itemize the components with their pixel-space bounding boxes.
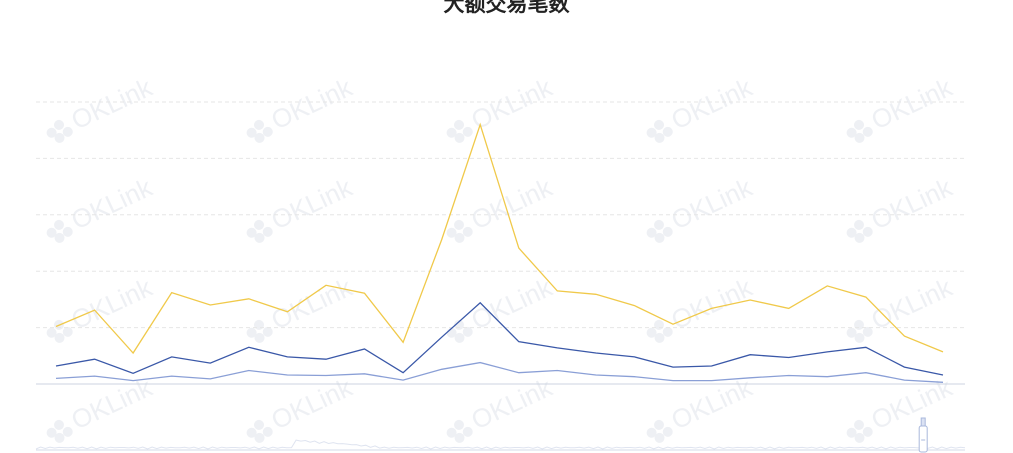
svg-text:OKLink: OKLink (67, 372, 158, 436)
zoom-mini-chart (35, 439, 966, 450)
svg-text:OKLink: OKLink (67, 272, 158, 336)
svg-text:OKLink: OKLink (67, 72, 158, 136)
watermark-logo: OKLink (846, 72, 958, 143)
svg-text:OKLink: OKLink (67, 172, 158, 236)
svg-text:OKLink: OKLink (867, 172, 958, 236)
watermark-logo: OKLink (246, 72, 358, 143)
watermark-logo: OKLink (646, 272, 758, 343)
zoom-handle[interactable] (918, 425, 928, 453)
svg-text:OKLink: OKLink (667, 72, 758, 136)
watermark-logo: OKLink (846, 372, 958, 443)
svg-text:OKLink: OKLink (867, 372, 958, 436)
svg-text:OKLink: OKLink (867, 272, 958, 336)
svg-text:OKLink: OKLink (267, 272, 358, 336)
zoom-handle-grip[interactable] (920, 417, 926, 427)
data-zoom-slider[interactable] (35, 417, 966, 453)
svg-text:OKLink: OKLink (267, 172, 358, 236)
watermark-logo: OKLink (46, 72, 158, 143)
watermark-logo: OKLink (246, 372, 358, 443)
watermark-logo: OKLink (46, 272, 158, 343)
series-line-3 (55, 361, 944, 383)
watermark-logo: OKLink (646, 372, 757, 443)
series-lines (55, 122, 944, 383)
watermark-logo: OKLink (846, 272, 958, 343)
series-line-1 (55, 122, 944, 355)
watermark-logo: OKLink (246, 172, 358, 243)
chart-title: 大额交易笔数 (443, 0, 570, 16)
watermark-logo: OKLink (646, 72, 758, 143)
series-line-2 (55, 301, 944, 376)
svg-text:OKLink: OKLink (267, 72, 358, 136)
svg-text:OKLink: OKLink (867, 72, 958, 136)
watermark-logo: OKLink (46, 172, 158, 243)
watermark-logo: OKLink (446, 272, 557, 343)
watermark-layer: OKLink OKLink OKLink OKLink OKLink OKLink OKLi… (46, 72, 958, 443)
svg-text:OKLink: OKLink (667, 272, 758, 336)
watermark-logo: OKLink (646, 172, 758, 243)
svg-text:OKLink: OKLink (667, 172, 758, 236)
watermark-logo: OKLink (446, 372, 558, 443)
watermark-logo: OKLink (446, 72, 557, 143)
watermark-logo: OKLink (46, 372, 158, 443)
svg-text:OKLink: OKLink (267, 372, 358, 436)
watermark-logo: OKLink (846, 172, 958, 243)
grid (36, 101, 965, 385)
watermark-logo: OKLink (246, 272, 358, 343)
svg-text:OKLink: OKLink (467, 372, 558, 436)
